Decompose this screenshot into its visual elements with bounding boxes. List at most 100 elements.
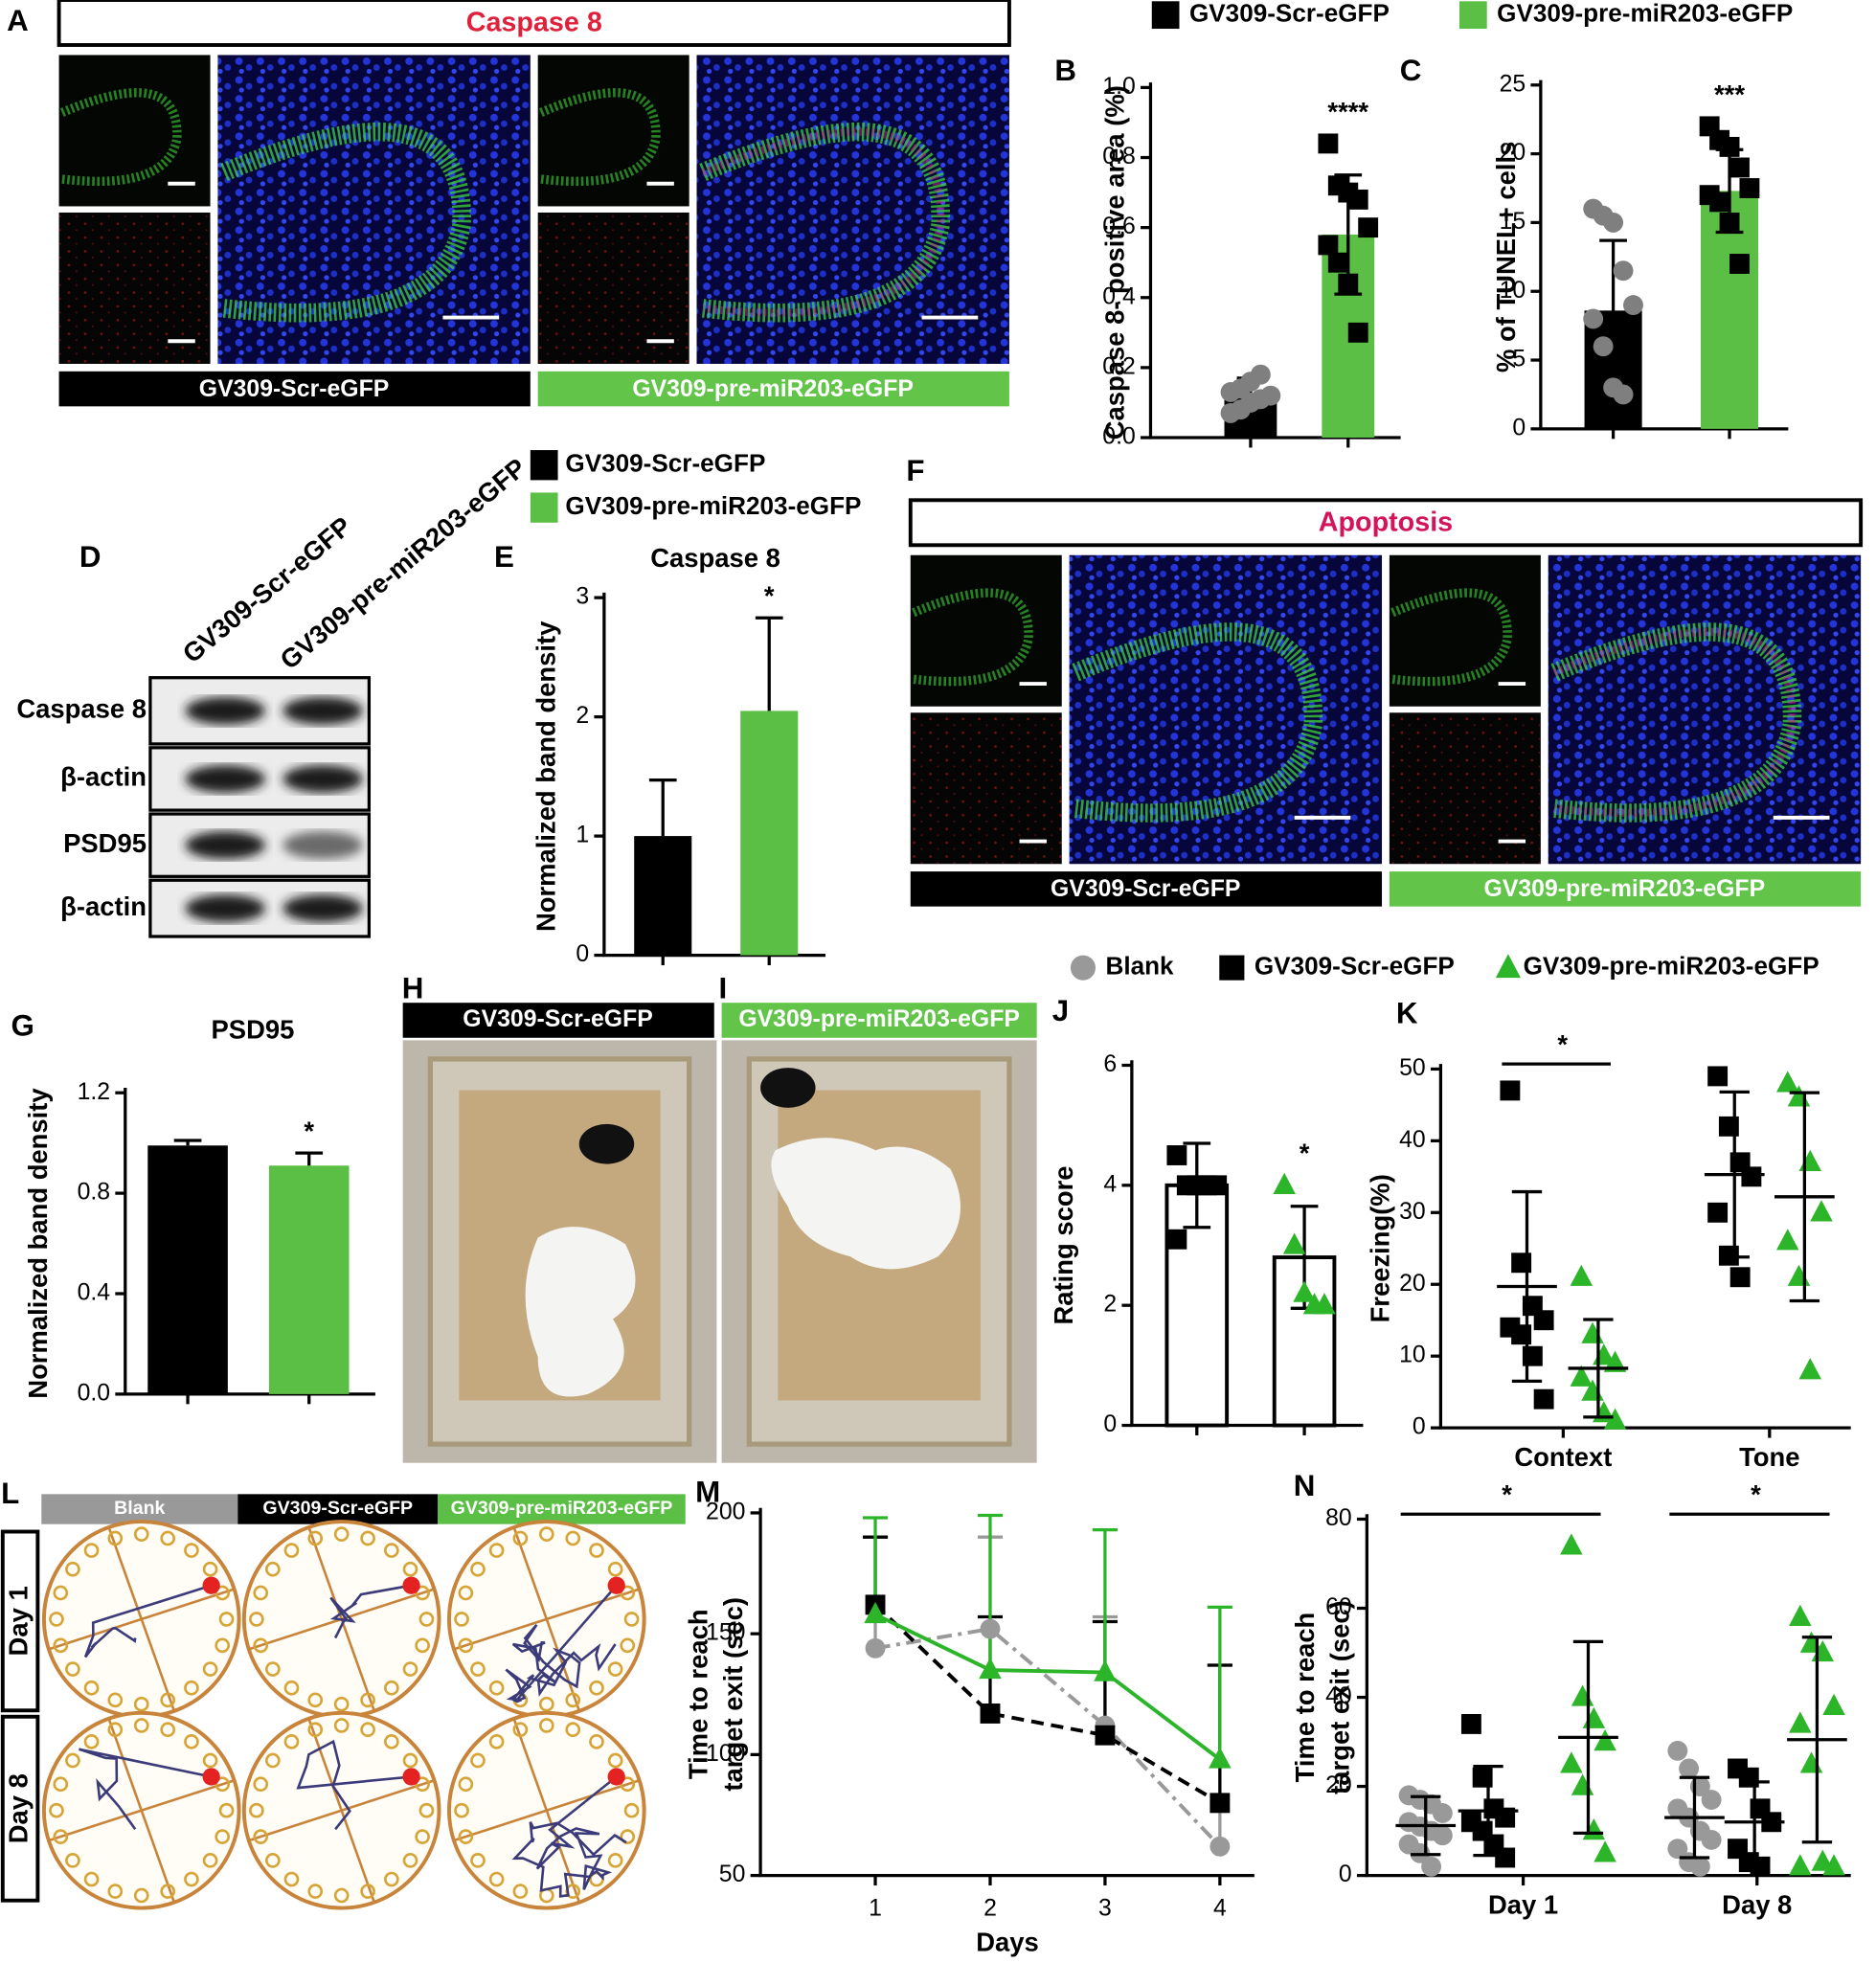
line-point [1094,1659,1117,1681]
caption: GV309-pre-miR203-eGFP [738,1006,1020,1032]
caption: GV309-Scr-eGFP [463,1006,652,1032]
legend-label: GV309-pre-miR203-eGFP [565,491,861,520]
title-box [57,0,1011,47]
row-label: β-actin [60,891,147,921]
hole [160,1884,176,1899]
hole [458,1585,474,1601]
header: Blank [114,1498,165,1519]
hole [307,1530,324,1546]
significance: * [1557,1029,1568,1059]
hole [202,1561,218,1577]
point [1603,212,1624,233]
row-label: Day 1 [3,1586,33,1656]
error-bar [977,1513,1004,1671]
row-label: Caspase 8 [16,694,147,724]
hole [264,1561,281,1577]
band [283,765,363,793]
micrograph [1389,712,1541,865]
y-axis-label: Normalized band density [23,1088,53,1399]
y-tick-label: 80 [1325,1505,1352,1531]
point [1798,1149,1821,1171]
y-tick-label: 0 [1103,1411,1117,1437]
error-bar [1411,1794,1441,1857]
line-point [1209,1747,1232,1769]
panel-label: D [79,540,102,574]
point [1460,1713,1481,1734]
band [185,765,266,793]
hole [623,1612,640,1627]
point [1603,1350,1627,1372]
x-axis-label: Days [976,1928,1039,1957]
hole [253,1829,269,1844]
bar [268,1165,350,1394]
hole [470,1752,486,1769]
point [1293,1280,1316,1302]
point [1347,322,1368,343]
point [1533,1388,1554,1410]
hole [65,1661,80,1677]
hole [202,1752,218,1769]
cell-layer [1552,627,1797,818]
bar [1164,1183,1230,1428]
point [1207,1175,1228,1196]
hole [402,1752,418,1769]
y-tick-label: 3 [576,584,589,610]
y-tick-label: 0.6 [1102,214,1135,239]
series-line [874,1627,1222,1848]
error-bar [1679,1775,1710,1860]
y-tick-label: 1.0 [1102,74,1135,100]
hole [538,1718,554,1733]
error-bar [1092,1527,1118,1673]
header-bar [41,1494,238,1524]
caption-bar [402,1003,714,1038]
point [1533,1310,1554,1331]
row-label: β-actin [60,762,147,792]
point [1689,1856,1710,1877]
x-tick-label: Day 1 [1488,1889,1558,1919]
y-tick-label: 20 [1399,1271,1426,1297]
point [1667,1839,1688,1860]
y-tick-label: 15 [1500,209,1526,235]
swim-path [505,1584,618,1704]
panel-label: N [1294,1469,1316,1502]
caption: GV309-Scr-eGFP [1051,876,1240,902]
y-tick-label: 1 [576,823,589,848]
hole [360,1692,375,1708]
cell-layer [59,88,182,187]
hole [620,1585,636,1601]
error-bar [648,778,677,837]
hole [202,1661,218,1677]
row-box [0,1529,40,1713]
hole [384,1734,399,1749]
point [1701,1829,1722,1850]
header: GV309-pre-miR203-eGFP [451,1498,673,1519]
point [1789,1711,1812,1733]
mouse [578,1123,635,1164]
header-bar [438,1494,686,1524]
legend-label: Blank [1105,952,1174,981]
cotton [525,1227,636,1397]
bar [634,836,692,956]
hole [360,1722,375,1738]
cell-layer [701,127,945,317]
panel-title: Caspase 8 [466,7,602,37]
hole [215,1585,231,1601]
panel-label: F [906,454,924,487]
y-axis-label: target exit (sec) [718,1597,748,1792]
significance: *** [1714,79,1745,109]
y-tick-label: 50 [1399,1055,1426,1081]
point [1719,212,1740,233]
line-point [1095,1725,1116,1746]
point [1613,384,1634,405]
cotton [771,1138,961,1270]
maze-line [107,1718,175,1903]
point [1260,385,1281,406]
caption: GV309-pre-miR203-eGFP [1484,876,1766,902]
y-tick-label: 0.4 [78,1280,111,1306]
x-tick-label: 2 [983,1895,997,1921]
legend-label: GV309-pre-miR203-eGFP [1524,952,1819,981]
hole [470,1853,486,1868]
error-bar [1207,1605,1232,1760]
panel-label: I [719,971,728,1004]
